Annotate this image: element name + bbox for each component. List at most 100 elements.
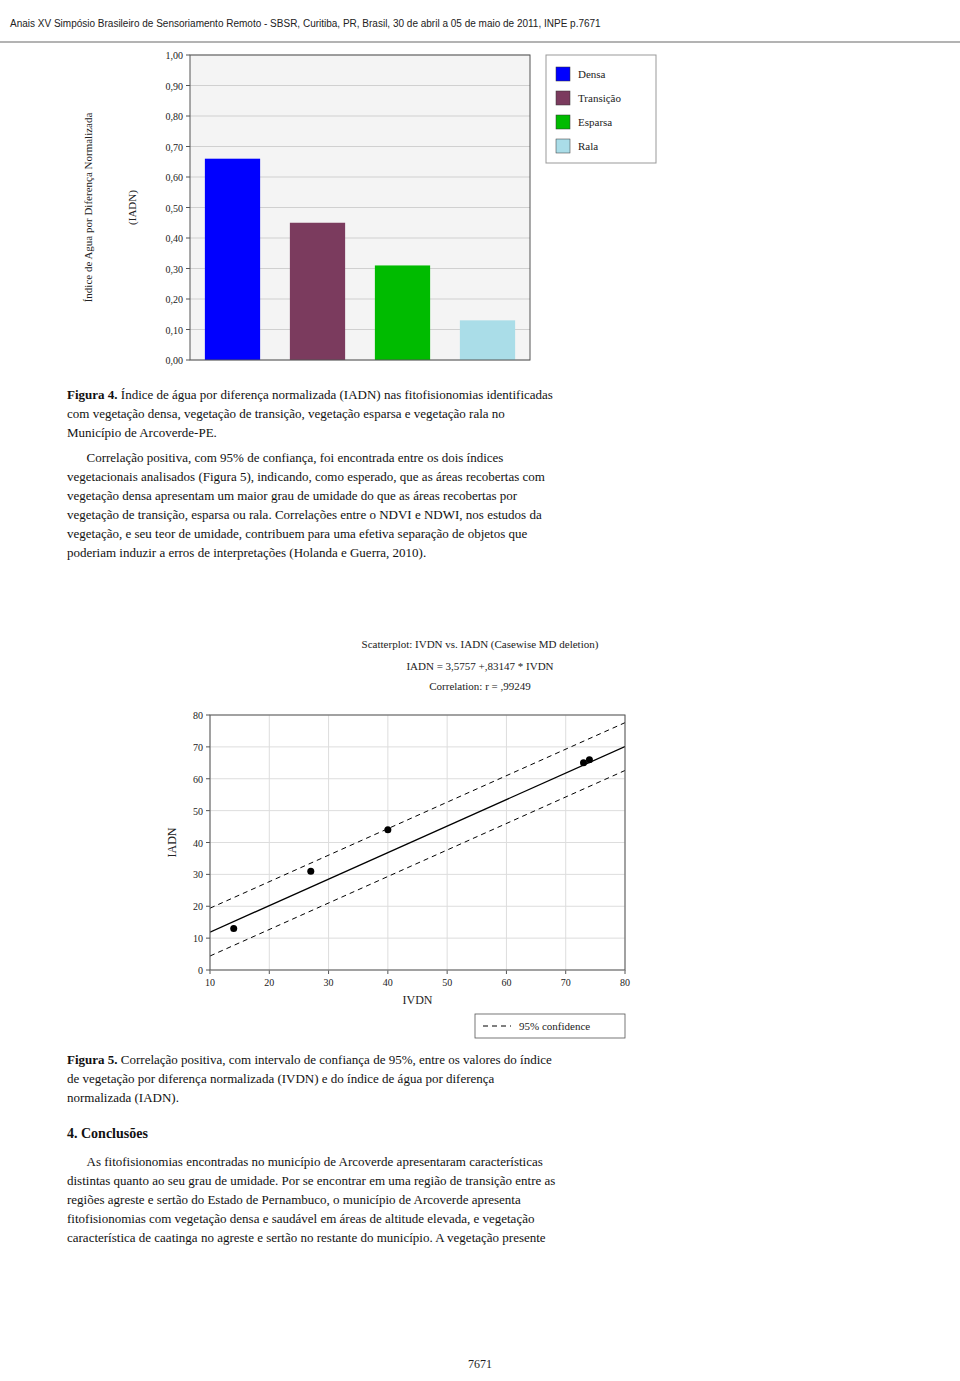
point bbox=[384, 826, 391, 833]
legend-swatch bbox=[556, 139, 570, 153]
legend-box bbox=[475, 1014, 625, 1038]
fit-line bbox=[210, 747, 625, 933]
confidence-line bbox=[210, 723, 625, 909]
y-tick-label: 0 bbox=[198, 965, 203, 976]
y-tick-label: 1,00 bbox=[166, 50, 184, 61]
chart-subtitle: IADN = 3,5757 +,83147 * IVDN bbox=[406, 660, 553, 672]
grid-line bbox=[190, 116, 530, 117]
tick-mark bbox=[210, 970, 211, 974]
plot-frame bbox=[190, 55, 530, 360]
bar bbox=[205, 159, 260, 360]
grid-line bbox=[210, 906, 625, 907]
tick-mark bbox=[186, 116, 190, 117]
tick-mark bbox=[186, 299, 190, 300]
tick-mark bbox=[206, 970, 210, 971]
y-tick-label: 0,90 bbox=[166, 81, 184, 92]
scatter-chart: Scatterplot: IVDN vs. IADN (Casewise MD … bbox=[165, 638, 630, 1038]
tick-mark bbox=[186, 177, 190, 178]
tick-mark bbox=[206, 778, 210, 779]
tick-mark bbox=[269, 970, 270, 974]
x-tick-label: 50 bbox=[442, 977, 452, 988]
legend-swatch bbox=[483, 1026, 511, 1027]
y-tick-label: 80 bbox=[193, 710, 203, 721]
tick-mark bbox=[206, 810, 210, 811]
legend-entry: Rala bbox=[578, 140, 598, 152]
tick-mark bbox=[186, 85, 190, 86]
y-tick-label: 20 bbox=[193, 901, 203, 912]
header: Anais XV Simpósio Brasileiro de Sensoria… bbox=[10, 18, 601, 29]
legend-swatch bbox=[556, 91, 570, 105]
tick-mark bbox=[206, 842, 210, 843]
point bbox=[230, 925, 237, 932]
confidence-line bbox=[210, 770, 625, 956]
bar bbox=[375, 265, 430, 360]
legend-swatch bbox=[556, 115, 570, 129]
y-tick-label: 0,10 bbox=[166, 325, 184, 336]
grid-line bbox=[210, 874, 625, 875]
grid-line bbox=[210, 938, 625, 939]
point bbox=[307, 868, 314, 875]
bars bbox=[205, 159, 515, 360]
x-tick-label: 70 bbox=[561, 977, 571, 988]
bar bbox=[290, 223, 345, 360]
y-tick-label: 50 bbox=[193, 806, 203, 817]
tick-mark bbox=[387, 970, 388, 974]
y-tick-label: 0,30 bbox=[166, 264, 184, 275]
legend-swatch bbox=[556, 67, 570, 81]
point bbox=[580, 759, 587, 766]
grid-line bbox=[210, 810, 625, 811]
caption-text: Índice de água por diferença normalizada… bbox=[67, 387, 553, 440]
tick-mark bbox=[328, 970, 329, 974]
grid-line bbox=[210, 842, 625, 843]
grid-line bbox=[210, 778, 625, 779]
scatter-marks bbox=[210, 723, 625, 956]
tick-mark bbox=[206, 906, 210, 907]
grid-line bbox=[190, 85, 530, 86]
bar bbox=[460, 320, 515, 360]
section-title: 4. Conclusões bbox=[67, 1124, 893, 1143]
figure5-caption: Figura 5. Correlação positiva, com inter… bbox=[67, 1050, 893, 1107]
y-tick-label: 40 bbox=[193, 838, 203, 849]
y-tick-label: 0,00 bbox=[166, 355, 184, 366]
tick-mark bbox=[206, 746, 210, 747]
x-tick-label: 40 bbox=[383, 977, 393, 988]
plot-frame bbox=[210, 715, 625, 970]
point bbox=[586, 756, 593, 763]
tick-mark bbox=[625, 970, 626, 974]
bar-chart: 0,000,100,200,300,400,500,600,700,800,90… bbox=[82, 50, 656, 366]
tick-mark bbox=[206, 938, 210, 939]
y-tick-label: 0,20 bbox=[166, 294, 184, 305]
legend-box bbox=[546, 55, 656, 163]
section-text: As fitofisionomias encontradas no municí… bbox=[67, 1152, 893, 1247]
legend-entry: 95% confidence bbox=[519, 1020, 590, 1032]
header-rule bbox=[0, 42, 960, 43]
tick-mark bbox=[565, 970, 566, 974]
y-tick-label: 0,60 bbox=[166, 172, 184, 183]
y-tick-label: 30 bbox=[193, 869, 203, 880]
paragraph: Correlação positiva, com 95% de confianç… bbox=[67, 448, 893, 562]
tick-mark bbox=[447, 970, 448, 974]
legend: Densa Transição Esparsa Rala bbox=[546, 55, 656, 163]
y-axis-label: IADN bbox=[165, 827, 179, 857]
x-tick-label: 60 bbox=[501, 977, 511, 988]
tick-mark bbox=[206, 715, 210, 716]
tick-mark bbox=[186, 207, 190, 208]
legend-entry: Densa bbox=[578, 68, 606, 80]
tick-mark bbox=[506, 970, 507, 974]
caption-text: Correlação positiva, com intervalo de co… bbox=[67, 1052, 552, 1105]
y-tick-label: 60 bbox=[193, 774, 203, 785]
y-axis-label: Índice de Agua por Diferença Normalizada bbox=[82, 113, 94, 303]
y-axis-label: (IADN) bbox=[126, 190, 139, 225]
x-axis-label: IVDN bbox=[403, 993, 433, 1007]
grid-line bbox=[210, 746, 625, 747]
tick-mark bbox=[186, 146, 190, 147]
legend-entry: Esparsa bbox=[578, 116, 612, 128]
tick-mark bbox=[186, 329, 190, 330]
legend-entry: Transição bbox=[578, 92, 621, 104]
y-tick-label: 70 bbox=[193, 742, 203, 753]
x-tick-label: 20 bbox=[264, 977, 274, 988]
tick-mark bbox=[186, 55, 190, 56]
plot-background bbox=[210, 715, 625, 970]
tick-mark bbox=[206, 874, 210, 875]
y-tick-label: 0,40 bbox=[166, 233, 184, 244]
